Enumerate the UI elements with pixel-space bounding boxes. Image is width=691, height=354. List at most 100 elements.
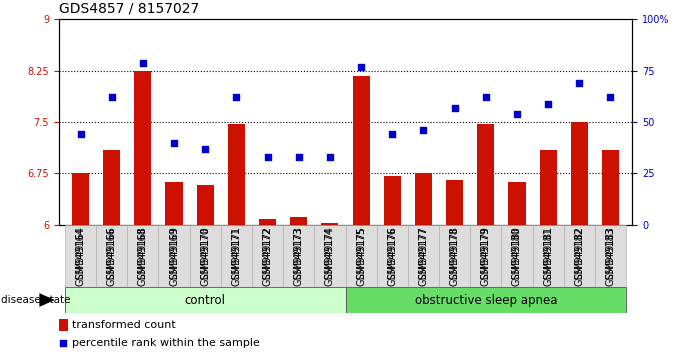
Bar bbox=[346, 287, 626, 313]
Bar bbox=[96, 225, 127, 287]
Bar bbox=[352, 76, 370, 225]
Point bbox=[542, 101, 553, 107]
Polygon shape bbox=[39, 293, 55, 307]
Bar bbox=[259, 219, 276, 225]
Text: GSM949169: GSM949169 bbox=[169, 227, 179, 286]
Bar bbox=[502, 225, 533, 287]
Text: transformed count: transformed count bbox=[72, 320, 176, 330]
Point bbox=[138, 60, 149, 65]
Text: GSM949170: GSM949170 bbox=[200, 227, 210, 286]
Text: GSM949178: GSM949178 bbox=[450, 226, 460, 279]
Bar bbox=[103, 149, 120, 225]
Bar bbox=[314, 225, 346, 287]
Text: GSM949173: GSM949173 bbox=[294, 226, 304, 279]
Text: GSM949175: GSM949175 bbox=[356, 226, 366, 279]
Point bbox=[200, 146, 211, 152]
Text: GSM949180: GSM949180 bbox=[512, 226, 522, 279]
Point bbox=[387, 132, 398, 137]
Point bbox=[231, 95, 242, 100]
Text: GSM949166: GSM949166 bbox=[106, 226, 117, 279]
Bar bbox=[189, 225, 221, 287]
Bar bbox=[477, 124, 494, 225]
Bar bbox=[59, 319, 68, 331]
Bar bbox=[439, 225, 470, 287]
Text: GSM949166: GSM949166 bbox=[106, 227, 117, 286]
Text: GSM949176: GSM949176 bbox=[387, 227, 397, 286]
Text: GSM949169: GSM949169 bbox=[169, 226, 179, 279]
Text: GSM949183: GSM949183 bbox=[605, 226, 616, 279]
Text: GSM949182: GSM949182 bbox=[574, 226, 585, 279]
Text: GSM949164: GSM949164 bbox=[75, 227, 86, 286]
Point bbox=[605, 95, 616, 100]
Bar bbox=[127, 225, 158, 287]
Text: GSM949172: GSM949172 bbox=[263, 226, 272, 279]
Bar bbox=[408, 225, 439, 287]
Bar bbox=[595, 225, 626, 287]
Text: GSM949180: GSM949180 bbox=[512, 227, 522, 286]
Text: GSM949168: GSM949168 bbox=[138, 227, 148, 286]
Text: GSM949170: GSM949170 bbox=[200, 226, 210, 279]
Point bbox=[169, 140, 180, 145]
Bar bbox=[540, 149, 557, 225]
Bar bbox=[564, 225, 595, 287]
Point bbox=[262, 154, 273, 160]
Text: GDS4857 / 8157027: GDS4857 / 8157027 bbox=[59, 2, 199, 16]
Point bbox=[511, 111, 522, 117]
Text: GSM949179: GSM949179 bbox=[481, 226, 491, 279]
Text: GSM949173: GSM949173 bbox=[294, 227, 304, 286]
Text: GSM949183: GSM949183 bbox=[605, 227, 616, 286]
Text: GSM949177: GSM949177 bbox=[419, 226, 428, 279]
Point bbox=[356, 64, 367, 69]
Point bbox=[480, 95, 491, 100]
Text: GSM949168: GSM949168 bbox=[138, 226, 148, 279]
Text: GSM949171: GSM949171 bbox=[231, 227, 241, 286]
Bar bbox=[446, 180, 463, 225]
Bar bbox=[252, 225, 283, 287]
Bar bbox=[602, 149, 619, 225]
Bar bbox=[134, 71, 151, 225]
Bar bbox=[197, 185, 214, 225]
Text: GSM949174: GSM949174 bbox=[325, 226, 335, 279]
Point bbox=[324, 154, 335, 160]
Text: GSM949179: GSM949179 bbox=[481, 227, 491, 286]
Bar bbox=[377, 225, 408, 287]
Text: control: control bbox=[184, 293, 226, 307]
Text: GSM949181: GSM949181 bbox=[543, 227, 553, 286]
Text: GSM949176: GSM949176 bbox=[387, 226, 397, 279]
Bar bbox=[509, 182, 526, 225]
Bar bbox=[165, 182, 182, 225]
Bar bbox=[221, 225, 252, 287]
Text: percentile rank within the sample: percentile rank within the sample bbox=[72, 338, 260, 348]
Bar bbox=[533, 225, 564, 287]
Bar bbox=[470, 225, 502, 287]
Text: GSM949171: GSM949171 bbox=[231, 226, 241, 279]
Bar bbox=[228, 124, 245, 225]
Text: obstructive sleep apnea: obstructive sleep apnea bbox=[415, 293, 557, 307]
Point bbox=[57, 341, 68, 346]
Bar bbox=[65, 287, 346, 313]
Point bbox=[75, 132, 86, 137]
Text: GSM949174: GSM949174 bbox=[325, 227, 335, 286]
Bar bbox=[346, 225, 377, 287]
Bar bbox=[321, 223, 339, 225]
Bar bbox=[384, 176, 401, 225]
Point bbox=[106, 95, 117, 100]
Text: GSM949177: GSM949177 bbox=[419, 227, 428, 286]
Text: GSM949182: GSM949182 bbox=[574, 227, 585, 286]
Text: disease state: disease state bbox=[1, 295, 70, 305]
Point bbox=[574, 80, 585, 86]
Bar bbox=[290, 217, 307, 225]
Point bbox=[293, 154, 304, 160]
Bar bbox=[415, 173, 432, 225]
Bar bbox=[65, 225, 96, 287]
Bar bbox=[283, 225, 314, 287]
Bar bbox=[571, 122, 588, 225]
Text: GSM949175: GSM949175 bbox=[356, 227, 366, 286]
Bar bbox=[72, 173, 89, 225]
Text: GSM949164: GSM949164 bbox=[75, 226, 86, 279]
Point bbox=[418, 127, 429, 133]
Bar bbox=[158, 225, 189, 287]
Text: GSM949181: GSM949181 bbox=[543, 226, 553, 279]
Text: GSM949172: GSM949172 bbox=[263, 227, 272, 286]
Text: GSM949178: GSM949178 bbox=[450, 227, 460, 286]
